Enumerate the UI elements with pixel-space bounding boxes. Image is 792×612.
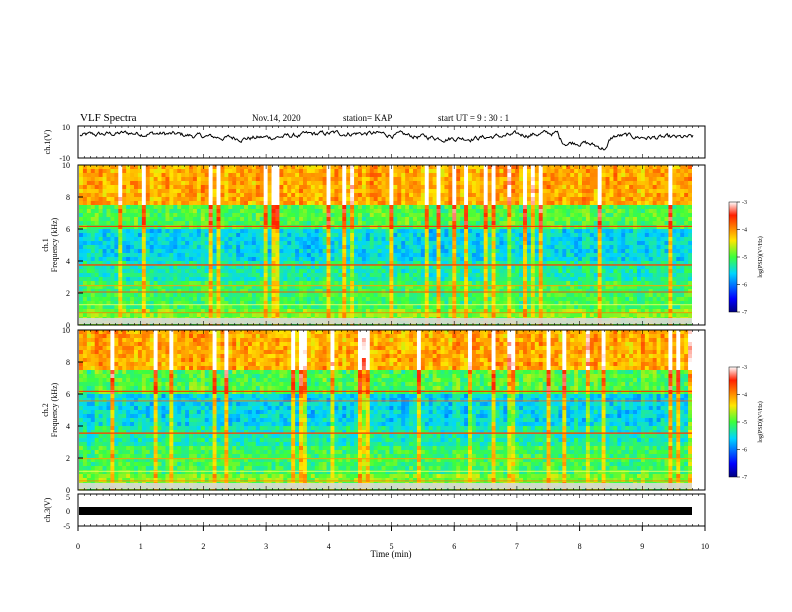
ch1-ytick-top: 10	[62, 123, 70, 132]
ytick-label-2-2: 6	[66, 390, 70, 399]
xtick-label-3: 3	[264, 542, 268, 551]
ch2-spectrogram-ylabel-line2: Frequency (kHz)	[50, 382, 59, 437]
colorbar-tick-label-1-4: -7	[742, 310, 747, 316]
ch3-waveform-panel: 5 0 -5 ch.3(V) 0 1 2 3 4 5 6 7 8 9 10 Time (min)	[43, 126, 709, 559]
colorbar-tick-label-1-1: -4	[742, 228, 747, 234]
ytick-label-1-1: 8	[66, 193, 70, 202]
ytick-label-2-0: 10	[62, 326, 70, 335]
ch1-spectrogram-image	[79, 165, 705, 326]
colorbar-tick-label-1-2: -5	[742, 255, 747, 261]
ch1-colorbar	[728, 201, 738, 313]
ytick-label-2-4: 2	[66, 454, 70, 463]
colorbar-tick-label-2-0: -3	[742, 365, 747, 371]
ch3-waveform-ylabel: ch.3(V)	[43, 497, 52, 522]
ch1-waveform-panel: 10 -10 ch.1(V)	[43, 123, 706, 163]
colorbar-tick-label-2-2: -5	[742, 420, 747, 426]
ch1-spectrogram-ylabel-line2: Frequency (kHz)	[50, 217, 59, 272]
ch3-ytick-bottom: -5	[63, 522, 70, 531]
ch1-ytick-bottom: -10	[59, 154, 70, 163]
xtick-label-10: 10	[701, 542, 709, 551]
start-time-label: start UT = 9 : 30 : 1	[438, 113, 510, 123]
colorbar-tick-label-1-0: -3	[742, 200, 747, 206]
ch2-colorbar-label: log(PSD)(V²/Hz)	[757, 401, 764, 442]
colorbar-tick-label-2-1: -4	[742, 393, 747, 399]
xtick-label-9: 9	[640, 542, 644, 551]
xtick-label-7: 7	[515, 542, 519, 551]
ytick-label-2-5: 0	[66, 486, 70, 495]
date-label: Nov.14, 2020	[252, 113, 301, 123]
ch3-ytick-top: 5	[66, 493, 70, 502]
ytick-label-1-5: 0	[66, 321, 70, 330]
ch3-ytick-mid: 0	[66, 507, 70, 516]
ch1-waveform-line	[79, 129, 694, 151]
xtick-label-4: 4	[327, 542, 331, 551]
x-axis-label: Time (min)	[371, 549, 412, 559]
ytick-label-2-1: 8	[66, 358, 70, 367]
xtick-label-8: 8	[578, 542, 582, 551]
ytick-label-1-3: 4	[66, 257, 70, 266]
ch2-colorbar	[728, 366, 738, 478]
xtick-label-0: 0	[76, 542, 80, 551]
xtick-label-5: 5	[390, 542, 394, 551]
ch1-colorbar-label: log(PSD)(V²/Hz)	[757, 236, 764, 277]
ytick-label-1-0: 10	[62, 161, 70, 170]
ch2-spectrogram-image	[79, 330, 705, 491]
xtick-label-6: 6	[452, 542, 456, 551]
station-label: station= KAP	[343, 113, 393, 123]
colorbar-tick-label-1-3: -6	[742, 283, 747, 289]
ch1-waveform-ylabel: ch.1(V)	[43, 129, 52, 154]
xtick-label-1: 1	[139, 542, 143, 551]
ch1-spectrogram-ylabel-line1: ch.1	[41, 238, 50, 252]
colorbar-tick-label-2-3: -6	[742, 448, 747, 454]
ytick-label-2-3: 4	[66, 422, 70, 431]
ch2-spectrogram-ylabel-line1: ch.2	[41, 403, 50, 417]
xtick-label-2: 2	[201, 542, 205, 551]
ytick-label-1-2: 6	[66, 225, 70, 234]
ch3-waveform-band	[79, 507, 692, 515]
chart-title: VLF Spectra	[80, 112, 137, 124]
colorbar-tick-label-2-4: -7	[742, 475, 747, 481]
ytick-label-1-4: 2	[66, 289, 70, 298]
ch1-waveform-frame	[77, 125, 706, 159]
